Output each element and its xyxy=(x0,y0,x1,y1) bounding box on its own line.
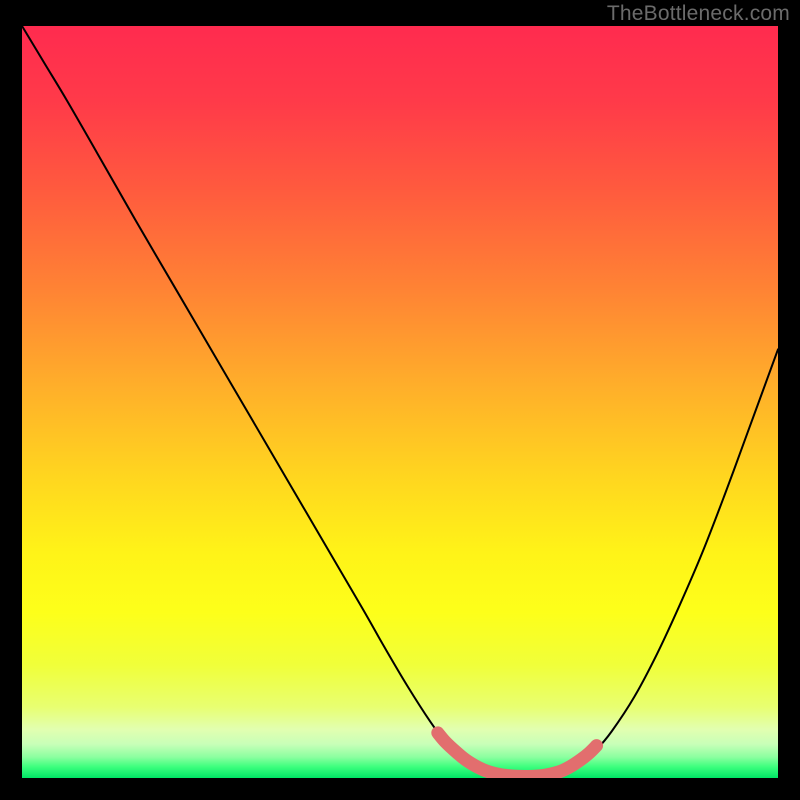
gradient-background xyxy=(22,26,778,778)
bottleneck-curve-chart xyxy=(0,0,800,800)
chart-stage: TheBottleneck.com xyxy=(0,0,800,800)
watermark-text: TheBottleneck.com xyxy=(607,2,790,26)
